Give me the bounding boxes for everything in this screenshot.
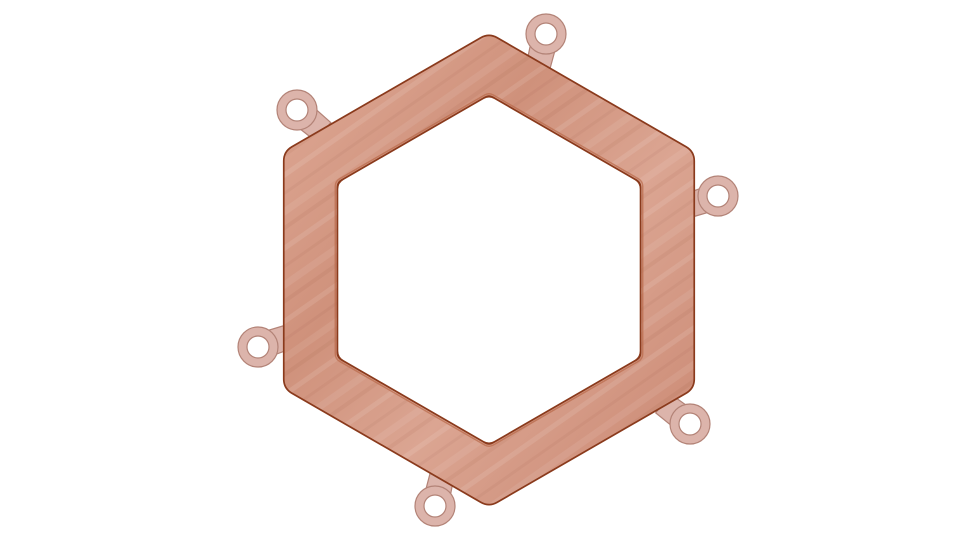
tab-hole xyxy=(678,412,702,436)
frame-inner-bevel xyxy=(334,93,644,447)
tab-hole xyxy=(534,22,558,46)
tab-hole xyxy=(706,184,730,208)
frame-outer-edge xyxy=(282,34,696,506)
tab-hole xyxy=(246,335,270,359)
tab-hole xyxy=(423,494,447,518)
hexagon-frame xyxy=(282,34,696,506)
frame-grain-texture xyxy=(284,36,694,504)
tab-hole xyxy=(285,98,309,122)
frame-body xyxy=(284,36,694,504)
mounting-tab xyxy=(654,392,711,445)
